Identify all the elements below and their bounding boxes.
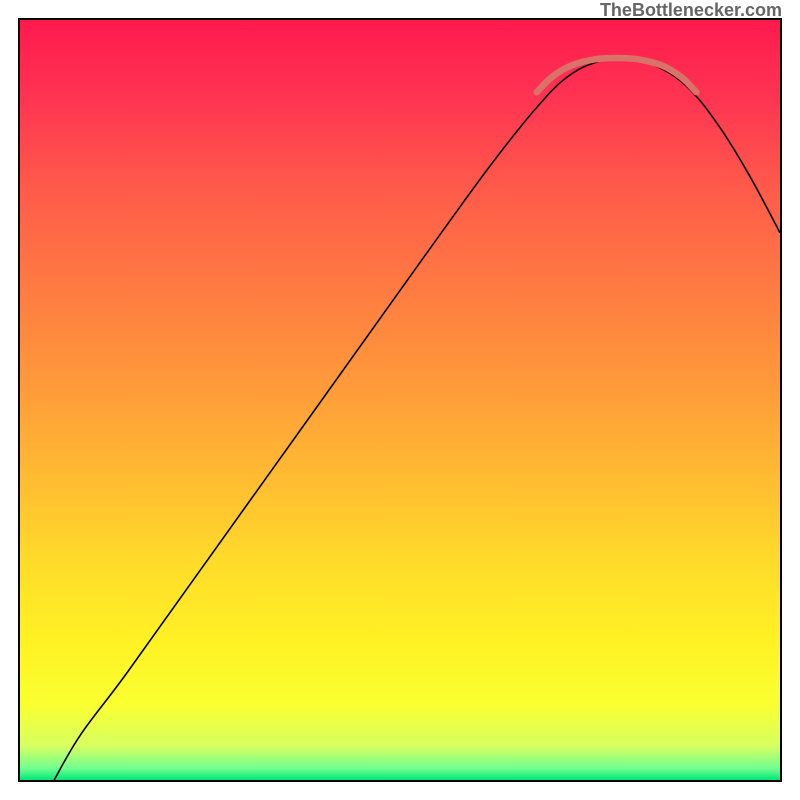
bottleneck-curve — [54, 59, 780, 780]
curve-overlay — [20, 20, 780, 780]
watermark-text: TheBottlenecker.com — [600, 0, 782, 21]
plot-area — [18, 18, 782, 782]
chart-container: TheBottlenecker.com — [0, 0, 800, 800]
